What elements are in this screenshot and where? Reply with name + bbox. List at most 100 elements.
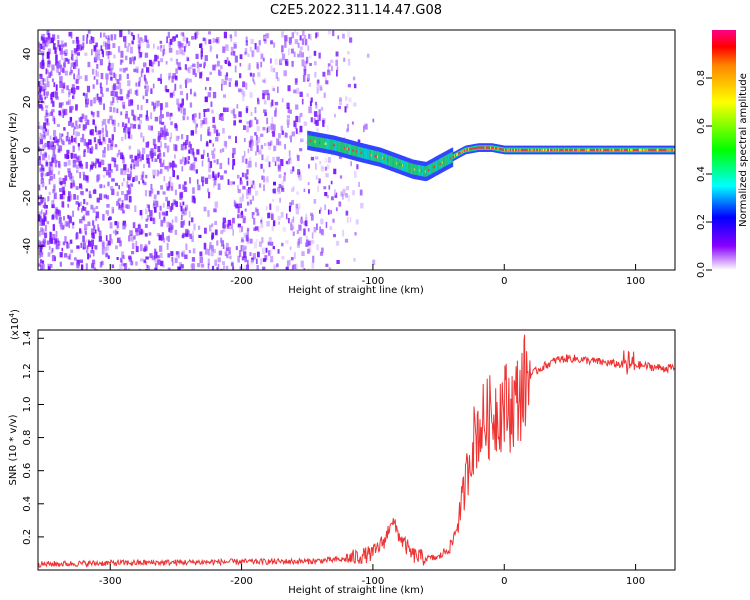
- heatmap-cell: [73, 128, 75, 136]
- heatmap-cell: [66, 131, 69, 138]
- heatmap-cell: [135, 160, 140, 167]
- heatmap-cell: [214, 201, 219, 208]
- heatmap-cell: [95, 229, 97, 234]
- heatmap-cell: [82, 133, 85, 140]
- heatmap-cell: [175, 50, 179, 55]
- heatmap-cell: [283, 172, 286, 176]
- track-cell: [384, 153, 387, 165]
- heatmap-cell: [105, 87, 109, 92]
- heatmap-cell: [41, 133, 43, 140]
- heatmap-cell: [297, 42, 300, 48]
- heatmap-cell: [46, 240, 50, 245]
- heatmap-cell: [109, 115, 113, 121]
- heatmap-cell: [116, 153, 119, 158]
- heatmap-cell: [154, 158, 158, 162]
- heatmap-cell: [108, 138, 111, 143]
- heatmap-cell: [308, 82, 312, 87]
- track-core: [497, 147, 500, 150]
- heatmap-cell: [314, 61, 317, 66]
- heatmap-cell: [134, 56, 136, 61]
- heatmap-cell: [170, 186, 174, 191]
- heatmap-cell: [43, 122, 47, 129]
- heatmap-cell: [112, 209, 114, 213]
- heatmap-cell: [175, 34, 178, 38]
- heatmap-cell: [125, 67, 128, 71]
- track-cell: [444, 156, 446, 167]
- track-cell: [425, 166, 428, 177]
- heatmap-cell: [69, 71, 72, 76]
- heatmap-cell: [156, 259, 159, 264]
- heatmap-cell: [57, 161, 61, 168]
- track-core: [667, 148, 670, 152]
- track-core: [443, 160, 445, 163]
- heatmap-cell: [137, 44, 140, 49]
- heatmap-cell: [104, 246, 108, 252]
- heatmap-cell: [45, 109, 48, 115]
- heatmap-cell: [135, 82, 138, 87]
- heatmap-cell: [216, 267, 219, 270]
- heatmap-cell: [126, 180, 129, 188]
- heatmap-cell: [234, 55, 238, 63]
- track-core: [637, 148, 639, 152]
- heatmap-cell: [41, 59, 45, 66]
- heatmap-cell: [38, 240, 41, 246]
- heatmap-cell: [263, 184, 265, 191]
- track-cell: [388, 155, 390, 166]
- heatmap-cell: [267, 93, 270, 101]
- heatmap-cell: [123, 36, 127, 42]
- heatmap-cell: [213, 183, 215, 188]
- heatmap-cell: [53, 185, 56, 192]
- heatmap-cell: [67, 155, 70, 159]
- track-cell: [326, 138, 329, 150]
- colorbar-label: Normalized spectral amplitude: [738, 73, 749, 227]
- heatmap-cell: [186, 135, 189, 142]
- heatmap-cell: [91, 245, 94, 250]
- heatmap-cell: [49, 166, 54, 171]
- heatmap-cell: [70, 69, 73, 74]
- heatmap-cell: [159, 162, 164, 168]
- heatmap-cell: [325, 221, 328, 228]
- heatmap-cell: [118, 197, 121, 202]
- heatmap-cell: [364, 123, 368, 130]
- heatmap-cell: [152, 59, 156, 65]
- heatmap-cell: [163, 213, 167, 217]
- heatmap-cell: [166, 186, 170, 191]
- track-core: [487, 146, 489, 149]
- heatmap-cell: [242, 185, 246, 190]
- heatmap-cell: [169, 92, 173, 97]
- track-core: [352, 149, 354, 152]
- heatmap-cell: [119, 59, 123, 65]
- heatmap-cell: [44, 142, 48, 148]
- heatmap-cell: [163, 237, 166, 243]
- heatmap-cell: [58, 112, 63, 117]
- heatmap-cell: [114, 91, 118, 97]
- heatmap-cell: [258, 149, 262, 155]
- heatmap-cell: [300, 52, 304, 58]
- heatmap-cell: [174, 144, 178, 152]
- heatmap-cell: [158, 170, 161, 175]
- heatmap-cell: [92, 119, 95, 125]
- heatmap-cell: [272, 220, 276, 227]
- heatmap-cell: [207, 210, 210, 217]
- heatmap-cell: [111, 178, 115, 182]
- heatmap-cell: [296, 31, 299, 36]
- heatmap-cell: [299, 237, 303, 244]
- heatmap-cell: [208, 248, 210, 256]
- heatmap-cell: [71, 222, 75, 229]
- heatmap-cell: [153, 144, 157, 149]
- heatmap-cell: [250, 38, 254, 45]
- heatmap-cell: [274, 110, 277, 117]
- heatmap-cell: [119, 240, 122, 247]
- track-core: [461, 150, 464, 153]
- heatmap-cell: [169, 206, 172, 212]
- heatmap-cell: [118, 149, 121, 156]
- heatmap-cell: [85, 231, 87, 236]
- heatmap-cell: [80, 201, 82, 207]
- heatmap-cell: [212, 171, 215, 178]
- heatmap-cell: [93, 245, 97, 249]
- heatmap-cell: [95, 216, 98, 221]
- heatmap-cell: [287, 123, 289, 128]
- heatmap-cell: [152, 83, 155, 89]
- heatmap-cell: [57, 209, 60, 215]
- heatmap-cell: [39, 132, 41, 137]
